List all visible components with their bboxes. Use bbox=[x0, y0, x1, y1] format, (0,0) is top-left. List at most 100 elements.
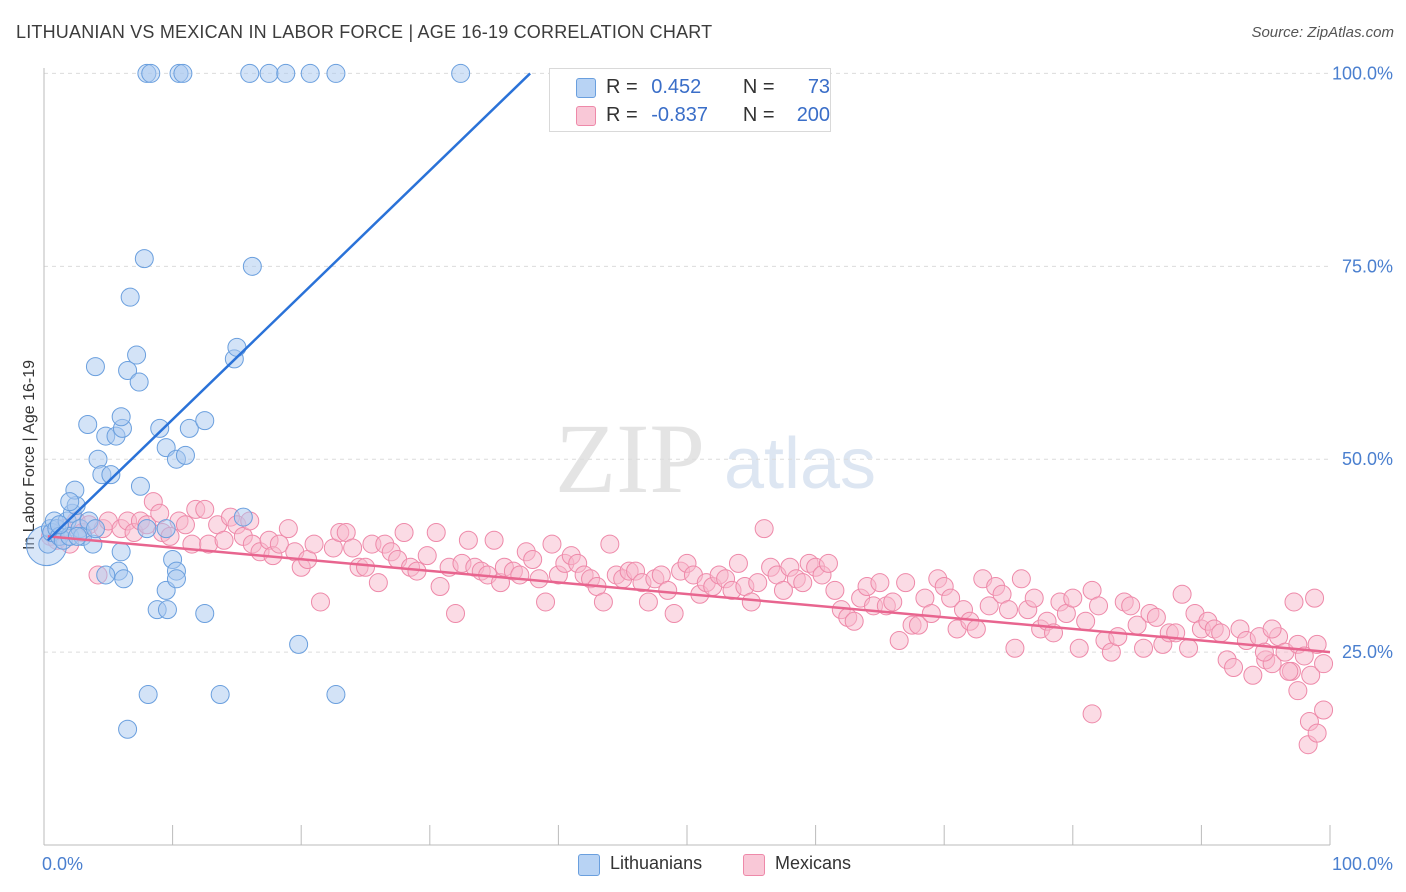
legend-swatch-lithuanians bbox=[576, 78, 596, 98]
point-mexicans bbox=[1224, 658, 1244, 678]
point-lithuanians bbox=[85, 357, 105, 377]
n-value-mexicans: 200 bbox=[796, 104, 831, 126]
series-mexicans bbox=[40, 492, 1334, 755]
point-mexicans bbox=[1314, 700, 1334, 720]
point-mexicans bbox=[1305, 588, 1325, 608]
point-mexicans bbox=[1134, 638, 1154, 658]
y-tick-label: 25.0% bbox=[1342, 642, 1393, 662]
point-mexicans bbox=[1307, 634, 1327, 654]
point-mexicans bbox=[1076, 611, 1096, 631]
point-lithuanians bbox=[300, 63, 320, 83]
trendline-mexicans bbox=[47, 535, 1331, 654]
point-lithuanians bbox=[138, 685, 158, 705]
point-mexicans bbox=[748, 573, 768, 593]
point-lithuanians bbox=[451, 63, 471, 83]
point-mexicans bbox=[741, 592, 761, 612]
point-mexicans bbox=[1121, 596, 1141, 616]
point-lithuanians bbox=[166, 569, 186, 589]
trend-lines bbox=[46, 72, 1331, 654]
point-mexicans bbox=[844, 611, 864, 631]
r-label: R = bbox=[606, 104, 638, 126]
point-mexicans bbox=[304, 534, 324, 554]
point-lithuanians bbox=[259, 63, 279, 83]
point-mexicans bbox=[793, 573, 813, 593]
trendline-lithuanians bbox=[46, 72, 531, 542]
point-mexicans bbox=[529, 569, 549, 589]
point-mexicans bbox=[430, 577, 450, 597]
point-mexicans bbox=[542, 534, 562, 554]
correlation-legend: R = 0.452 N = 73 R = -0.837 N = 200 bbox=[549, 68, 831, 132]
point-mexicans bbox=[1063, 588, 1083, 608]
point-mexicans bbox=[1179, 638, 1199, 658]
point-lithuanians bbox=[179, 418, 199, 438]
point-mexicans bbox=[1288, 681, 1308, 701]
point-mexicans bbox=[658, 580, 678, 600]
point-lithuanians bbox=[114, 569, 134, 589]
point-lithuanians bbox=[141, 63, 161, 83]
point-mexicans bbox=[310, 592, 330, 612]
point-mexicans bbox=[728, 553, 748, 573]
point-mexicans bbox=[426, 523, 446, 543]
r-value-lithuanians: 0.452 bbox=[651, 76, 702, 98]
point-mexicans bbox=[999, 600, 1018, 620]
point-lithuanians bbox=[134, 249, 154, 269]
point-mexicans bbox=[368, 573, 388, 593]
point-lithuanians bbox=[240, 63, 260, 83]
point-mexicans bbox=[1262, 619, 1282, 639]
series-legend: Lithuanians Mexicans bbox=[0, 852, 1406, 880]
point-lithuanians bbox=[157, 600, 177, 620]
point-lithuanians bbox=[173, 63, 193, 83]
point-mexicans bbox=[600, 534, 620, 554]
point-mexicans bbox=[896, 573, 916, 593]
y-tick-label: 75.0% bbox=[1342, 256, 1393, 276]
point-mexicans bbox=[417, 546, 437, 566]
y-tick-label: 50.0% bbox=[1342, 449, 1393, 469]
point-mexicans bbox=[1011, 569, 1031, 589]
legend-label-lithuanians: Lithuanians bbox=[610, 853, 703, 873]
point-lithuanians bbox=[195, 411, 215, 431]
point-mexicans bbox=[1172, 584, 1192, 604]
point-mexicans bbox=[1005, 638, 1025, 658]
watermark-zip: ZIP bbox=[555, 403, 705, 514]
point-mexicans bbox=[1284, 592, 1304, 612]
point-mexicans bbox=[278, 519, 298, 539]
point-lithuanians bbox=[233, 507, 253, 527]
y-tick-labels: 25.0% 50.0% 75.0% 100.0% bbox=[1332, 63, 1393, 662]
n-value-lithuanians: 73 bbox=[807, 76, 831, 98]
point-mexicans bbox=[1069, 638, 1089, 658]
point-mexicans bbox=[1108, 627, 1128, 647]
point-mexicans bbox=[825, 580, 845, 600]
point-lithuanians bbox=[195, 604, 215, 624]
n-label: N = bbox=[742, 104, 775, 126]
axes bbox=[43, 68, 1331, 846]
point-mexicans bbox=[446, 604, 466, 624]
point-mexicans bbox=[214, 530, 234, 550]
point-lithuanians bbox=[156, 519, 176, 539]
point-lithuanians bbox=[227, 337, 247, 357]
point-lithuanians bbox=[175, 445, 195, 465]
x-tick-label-max: 100.0% bbox=[1332, 854, 1393, 874]
point-lithuanians bbox=[129, 372, 149, 392]
point-lithuanians bbox=[111, 542, 131, 562]
point-mexicans bbox=[195, 499, 215, 519]
point-mexicans bbox=[1089, 596, 1109, 616]
point-mexicans bbox=[979, 596, 999, 616]
legend-swatch-mexicans bbox=[743, 854, 765, 876]
point-lithuanians bbox=[85, 519, 105, 539]
point-mexicans bbox=[889, 631, 909, 651]
point-mexicans bbox=[1301, 665, 1321, 685]
n-label: N = bbox=[742, 76, 775, 98]
point-lithuanians bbox=[326, 685, 346, 705]
point-mexicans bbox=[593, 592, 613, 612]
point-mexicans bbox=[1279, 661, 1299, 681]
point-mexicans bbox=[269, 534, 289, 554]
point-mexicans bbox=[523, 550, 543, 570]
point-lithuanians bbox=[60, 492, 80, 512]
point-mexicans bbox=[941, 588, 961, 608]
point-mexicans bbox=[754, 519, 774, 539]
point-lithuanians bbox=[118, 719, 138, 739]
watermark: ZIP atlas bbox=[555, 403, 876, 514]
point-lithuanians bbox=[242, 256, 262, 276]
point-lithuanians bbox=[111, 407, 131, 427]
source-credit: Source: ZipAtlas.com bbox=[1251, 24, 1394, 41]
